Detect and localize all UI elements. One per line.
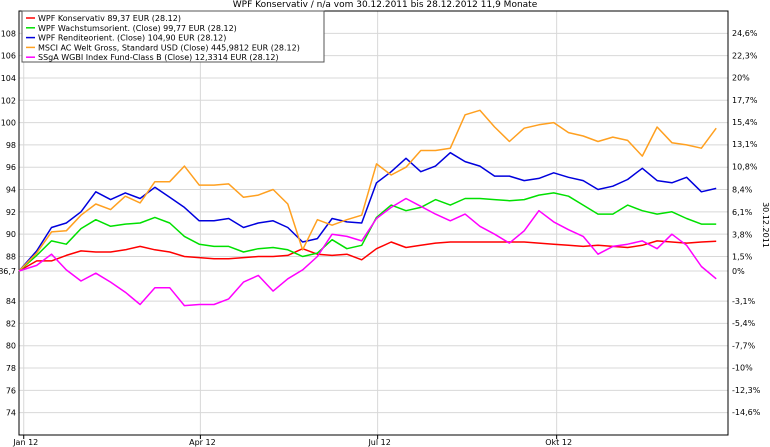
x-tick-label: Apr 12: [189, 438, 216, 447]
y-tick-label-left: 102: [1, 96, 16, 105]
y-tick-label-left: 108: [1, 29, 16, 38]
side-date-label: 30.12.2011: [761, 202, 770, 248]
y-tick-label-right: 6,1%: [732, 208, 753, 217]
y-tick-label-left: 106: [1, 52, 16, 61]
series-line-4: [18, 109, 717, 272]
y-tick-label-right: 24,6%: [732, 29, 758, 38]
y-tick-label-right: -7,7%: [732, 342, 756, 351]
y-tick-label-left: 80: [6, 342, 16, 351]
y-tick-label-left: 76: [6, 386, 16, 395]
y-tick-label-right: 8,4%: [732, 186, 753, 195]
y-tick-label-left: 98: [6, 141, 16, 150]
y-tick-label-right: -14,6%: [732, 408, 761, 417]
y-tick-label-left: 74: [6, 409, 16, 418]
legend-label: WPF Renditeorient. (Close) 104,90 EUR (2…: [38, 34, 226, 43]
y-tick-label-left: 96: [6, 163, 16, 172]
y-tick-label-right: 13,1%: [732, 140, 758, 149]
y-tick-label-right: 17,7%: [732, 96, 758, 105]
y-tick-label-left: 84: [6, 297, 16, 306]
y-tick-label-right: -10%: [732, 364, 753, 373]
legend-label: SSgA WGBI Index Fund-Class B (Close) 12,…: [38, 53, 279, 62]
series-line-5: [18, 197, 717, 307]
legend-label: MSCI AC Welt Gross, Standard USD (Close)…: [38, 43, 300, 52]
y-tick-label-left: 88: [6, 252, 16, 261]
y-tick-label-right: -12,3%: [732, 386, 761, 395]
x-tick-label: Okt 12: [545, 438, 572, 447]
y-tick-label-right: 3,8%: [732, 230, 753, 239]
y-tick-label-left: 94: [6, 186, 16, 195]
series-line-2: [18, 192, 717, 272]
y-tick-label-right: 22,3%: [732, 51, 758, 60]
series-line-1: [18, 240, 717, 272]
y-tick-label-left: 86,7: [0, 267, 16, 276]
y-tick-label-left: 100: [1, 119, 16, 128]
plot-frame: [18, 10, 729, 436]
y-tick-label-left: 82: [6, 319, 16, 328]
x-tick-label: Jan 12: [12, 438, 38, 447]
y-tick-label-left: 104: [1, 74, 16, 83]
y-tick-label-left: 92: [6, 208, 16, 217]
x-tick-label: Jul 12: [367, 438, 390, 447]
y-tick-label-right: 10,8%: [732, 163, 758, 172]
chart-title: WPF Konservativ / n/a vom 30.12.2011 bis…: [232, 0, 538, 10]
legend-label: WPF Wachstumsorient. (Close) 99,77 EUR (…: [38, 24, 237, 33]
y-tick-label-left: 78: [6, 364, 16, 373]
y-tick-label-right: 20%: [732, 74, 750, 83]
y-tick-label-left: 90: [6, 230, 16, 239]
y-tick-label-right: -5,4%: [732, 319, 756, 328]
series-line-3: [18, 151, 717, 272]
legend-label: WPF Konservativ 89,37 EUR (28.12): [38, 14, 181, 23]
y-tick-label-right: 0%: [732, 267, 745, 276]
y-tick-label-right: 15,4%: [732, 118, 758, 127]
y-tick-label-right: 1,5%: [732, 252, 753, 261]
y-tick-label-right: -3,1%: [732, 297, 756, 306]
legend-box: [21, 10, 325, 63]
